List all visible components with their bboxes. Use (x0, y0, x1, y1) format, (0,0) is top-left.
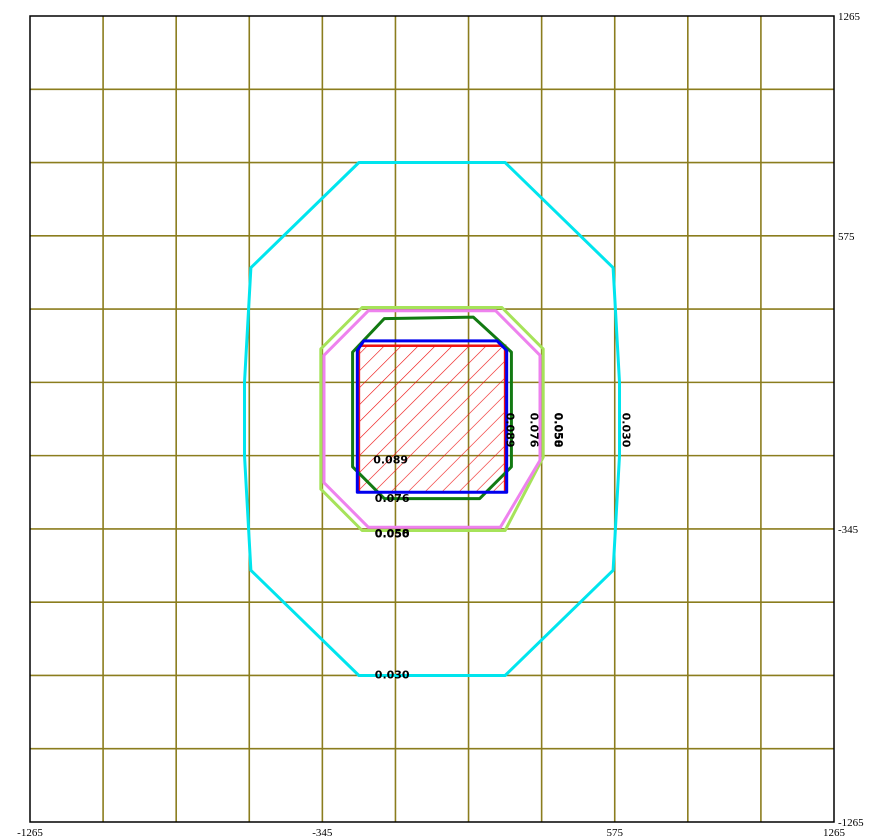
y-tick-label: -345 (838, 524, 859, 536)
contour-label: 0.030 (620, 413, 633, 448)
contour-label: 0.058 (375, 527, 410, 540)
contour-label: 0.050 (552, 413, 565, 448)
contour-0.058 (322, 309, 542, 529)
y-tick-label: 1265 (838, 11, 861, 23)
contour-label: 0.089 (504, 413, 517, 448)
contour-label: 0.058 (551, 413, 564, 448)
tick-labels: -1265 -345 575 1265 1265 575 -345 -1265 (17, 11, 864, 839)
y-tick-label: 575 (838, 231, 855, 243)
contours (243, 161, 621, 677)
plot-frame (29, 15, 835, 823)
contour-label: 0.050 (375, 528, 410, 541)
contour-0.050 (319, 306, 545, 532)
contour-0.030 (243, 161, 621, 677)
x-tick-label: -1265 (17, 827, 43, 839)
y-tick-label: -1265 (838, 817, 864, 829)
loaded-area (357, 344, 507, 494)
x-tick-label: 1265 (823, 827, 846, 839)
contour-0.089 (355, 339, 509, 494)
contour-label: 0.089 (373, 454, 408, 467)
x-tick-label: 575 (606, 827, 623, 839)
contour-label: 0.030 (375, 669, 410, 682)
contour-label: 0.076 (375, 492, 410, 505)
contour-label: 0.076 (528, 413, 541, 448)
contour-0.076 (351, 315, 513, 501)
x-tick-label: -345 (312, 827, 333, 839)
